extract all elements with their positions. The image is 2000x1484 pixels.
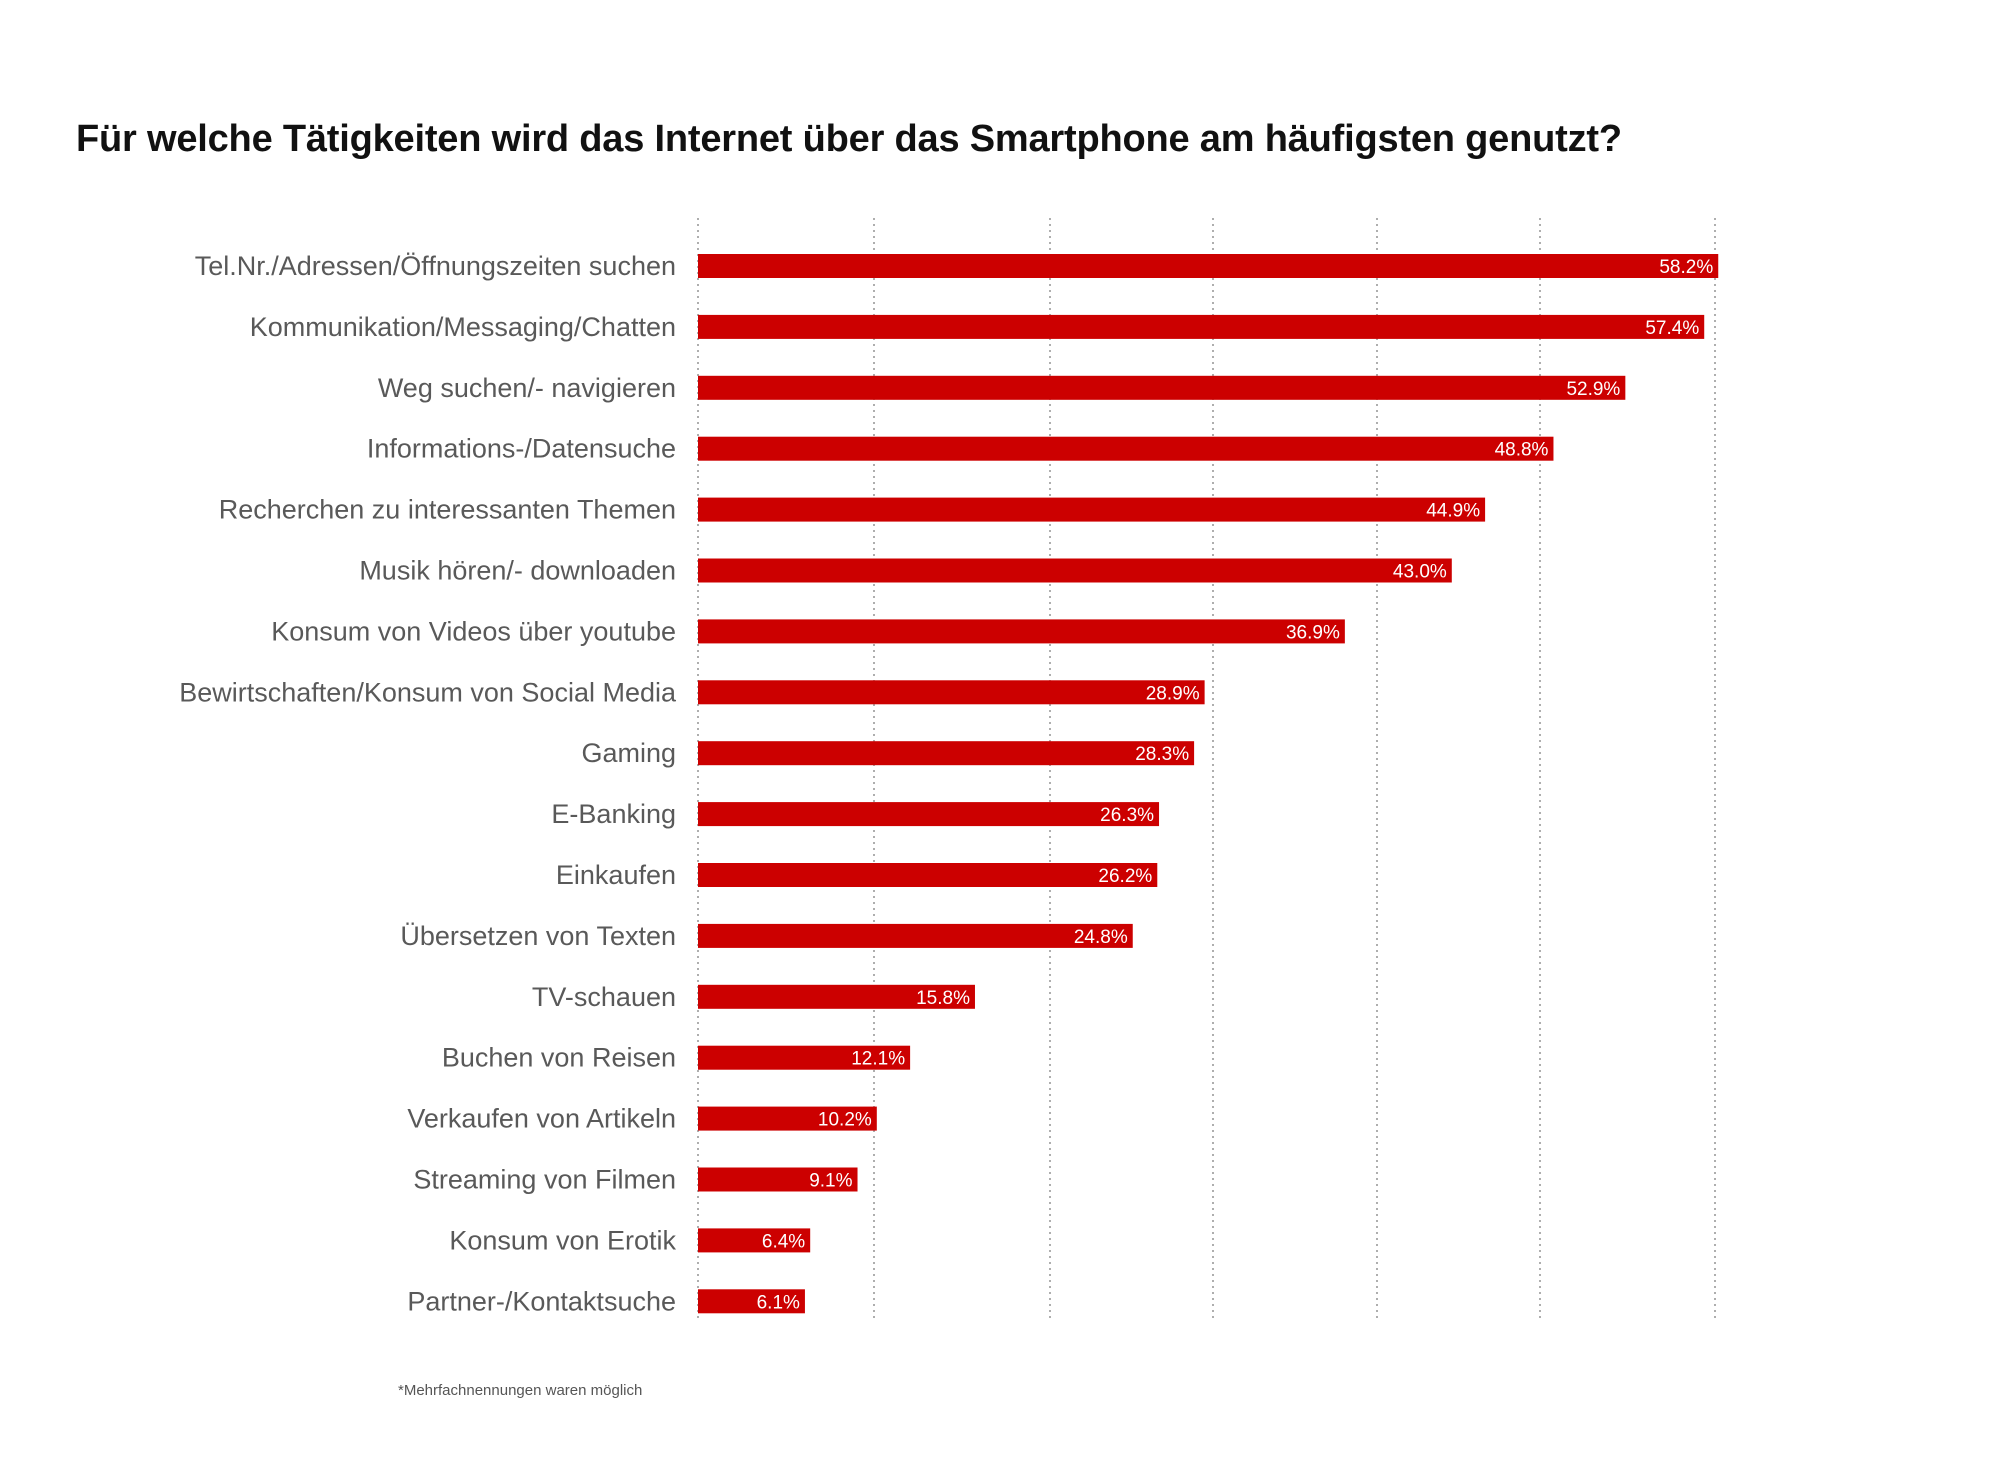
category-label: Partner-/Kontaktsuche — [407, 1286, 676, 1316]
footnote: *Mehrfachnennungen waren möglich — [398, 1382, 643, 1399]
value-label: 9.1% — [809, 1171, 852, 1192]
bar — [698, 1167, 858, 1192]
bar — [698, 619, 1345, 644]
value-labels-group: 58.2% 57.4% 52.9% 48.8% 44.9% 43.0% 36.9% 28.9%… — [757, 257, 1714, 1313]
value-label: 28.9% — [1146, 683, 1200, 704]
category-label: Kommunikation/Messaging/Chatten — [250, 312, 676, 342]
category-label: Streaming von Filmen — [413, 1165, 676, 1195]
bar — [698, 802, 1160, 827]
bar — [698, 254, 1719, 278]
grid-lines — [697, 218, 1716, 1320]
bar — [698, 923, 1133, 948]
value-label: 26.3% — [1100, 805, 1154, 826]
bar — [698, 314, 1705, 339]
category-label: Konsum von Videos über youtube — [271, 616, 676, 646]
bar — [698, 680, 1205, 705]
bar — [698, 375, 1626, 400]
chart-title: Für welche Tätigkeiten wird das Internet… — [76, 118, 1622, 160]
category-labels-group: Tel.Nr./Adressen/Öffnungszeiten suchen Ko… — [179, 251, 677, 1316]
category-label: Weg suchen/- navigieren — [378, 373, 676, 403]
category-label: Konsum von Erotik — [449, 1225, 676, 1255]
category-label: E-Banking — [551, 799, 676, 829]
category-label: Einkaufen — [556, 860, 676, 890]
bar — [698, 558, 1452, 583]
value-label: 12.1% — [851, 1049, 905, 1070]
category-label: Bewirtschaften/Konsum von Social Media — [179, 677, 677, 707]
bar — [698, 1045, 911, 1070]
category-label: Tel.Nr./Adressen/Öffnungszeiten suchen — [195, 251, 676, 281]
value-label: 57.4% — [1645, 318, 1699, 339]
value-label: 10.2% — [818, 1110, 872, 1131]
bar — [698, 984, 975, 1009]
bar — [698, 1289, 805, 1314]
bar — [698, 741, 1195, 766]
category-label: Informations-/Datensuche — [367, 434, 676, 464]
bar — [698, 1106, 877, 1131]
value-label: 6.1% — [757, 1292, 800, 1313]
value-label: 48.8% — [1495, 440, 1549, 461]
bar — [698, 863, 1158, 887]
value-label: 36.9% — [1286, 622, 1340, 643]
category-label: TV-schauen — [532, 982, 676, 1012]
category-label: Musik hören/- downloaden — [359, 556, 676, 586]
category-label: Gaming — [581, 738, 676, 768]
bars-group — [698, 254, 1719, 1314]
value-label: 26.2% — [1098, 866, 1152, 887]
value-label: 6.4% — [762, 1231, 805, 1252]
value-label: 28.3% — [1135, 744, 1189, 765]
category-label: Recherchen zu interessanten Themen — [219, 495, 676, 525]
category-label: Verkaufen von Artikeln — [407, 1104, 676, 1134]
bar — [698, 497, 1486, 522]
value-label: 52.9% — [1566, 379, 1620, 400]
value-label: 58.2% — [1659, 257, 1713, 278]
bar — [698, 436, 1554, 461]
value-label: 43.0% — [1393, 562, 1447, 583]
category-label: Übersetzen von Texten — [400, 921, 676, 951]
category-label: Buchen von Reisen — [442, 1043, 676, 1073]
bar — [698, 1228, 811, 1253]
value-label: 44.9% — [1426, 501, 1480, 522]
value-label: 15.8% — [916, 988, 970, 1009]
value-label: 24.8% — [1074, 927, 1128, 948]
